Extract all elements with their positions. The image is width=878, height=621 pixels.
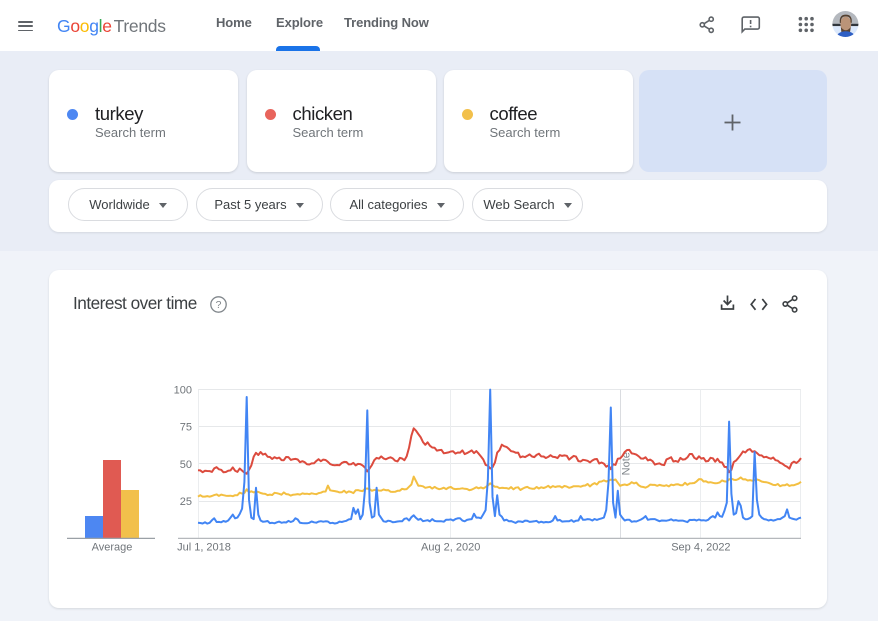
svg-text:Aug 2, 2020: Aug 2, 2020 (421, 542, 480, 554)
svg-text:75: 75 (180, 422, 192, 434)
svg-text:50: 50 (180, 459, 192, 471)
svg-text:100: 100 (174, 384, 192, 396)
svg-text:Jul 1, 2018: Jul 1, 2018 (177, 542, 231, 554)
svg-text:25: 25 (180, 496, 192, 508)
svg-text:Sep 4, 2022: Sep 4, 2022 (671, 542, 730, 554)
svg-text:Note: Note (621, 452, 633, 475)
svg-text:?: ? (216, 299, 222, 311)
svg-text:Average: Average (92, 542, 133, 554)
